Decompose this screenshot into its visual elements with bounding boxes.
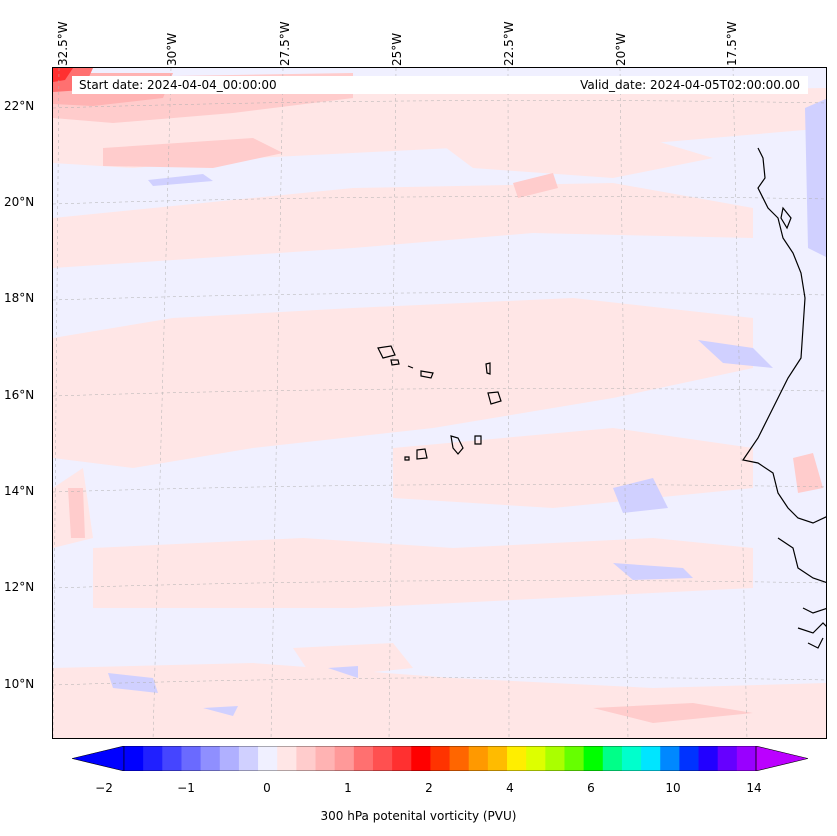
colorbar-segment: [353, 746, 374, 771]
colorbar-tick-label: 10: [665, 781, 681, 795]
graticule: [53, 68, 826, 738]
colorbar-label: 300 hPa potenital vorticity (PVU): [320, 809, 517, 823]
longitude-label: 22.5°W: [502, 21, 516, 66]
longitude-label: 27.5°W: [278, 21, 292, 66]
colorbar-segment: [468, 746, 489, 771]
colorbar-segment: [660, 746, 680, 771]
colorbar-segment: [641, 746, 661, 771]
colorbar-tick-label: 4: [506, 781, 514, 795]
colorbar-segment: [526, 746, 546, 771]
colorbar-segment: [200, 746, 221, 771]
latitude-label: 22°N: [4, 99, 35, 113]
colorbar-segment: [545, 746, 565, 771]
colorbar-segment: [124, 746, 144, 771]
colorbar-segment: [219, 746, 240, 771]
longitude-label: 20°W: [614, 32, 628, 66]
colorbar-under-arrow: [72, 746, 125, 771]
latitude-label: 14°N: [4, 484, 35, 498]
colorbar-tick-label: 1: [344, 781, 352, 795]
coastline: [377, 147, 826, 649]
colorbar-segment: [736, 746, 757, 771]
colorbar-over-arrow: [755, 746, 808, 771]
colorbar-segment: [334, 746, 355, 771]
colorbar-segment: [679, 746, 700, 771]
colorbar-segment: [583, 746, 604, 771]
latitude-label: 18°N: [4, 291, 35, 305]
colorbar: [72, 746, 808, 771]
colorbar-segment: [487, 746, 508, 771]
colorbar-segment: [143, 746, 163, 771]
colorbar-segment: [238, 746, 259, 771]
colorbar-tick-label: 0: [263, 781, 271, 795]
valid-date-text: Valid_date: 2024-04-05T02:00:00.00: [580, 78, 800, 92]
colorbar-segment: [296, 746, 317, 771]
colorbar-segment: [392, 746, 412, 771]
latitude-label: 20°N: [4, 195, 35, 209]
colorbar-tick-label: 2: [425, 781, 433, 795]
colorbar-segment: [430, 746, 451, 771]
longitude-label: 25°W: [390, 32, 404, 66]
colorbar-tick-label: 6: [587, 781, 595, 795]
colorbar-segment: [258, 746, 278, 771]
colorbar-segment: [411, 746, 431, 771]
date-banner: [72, 76, 808, 94]
colorbar-segment: [698, 746, 719, 771]
map-panel: [52, 67, 827, 739]
longitude-label: 30°W: [165, 32, 179, 66]
colorbar-segment: [507, 746, 527, 771]
colorbar-outline: [123, 746, 757, 771]
colorbar-segment: [449, 746, 470, 771]
pv-negative-contours: [108, 98, 826, 716]
colorbar-segment: [162, 746, 182, 771]
colorbar-segment: [181, 746, 202, 771]
start-date-text: Start date: 2024-04-04_00:00:00: [79, 78, 277, 92]
map-canvas: [53, 68, 826, 738]
colorbar-segment: [564, 746, 585, 771]
longitude-label: 17.5°W: [725, 21, 739, 66]
colorbar-segment: [621, 746, 642, 771]
colorbar-segment: [277, 746, 297, 771]
longitude-label: 32.5°W: [56, 21, 70, 66]
colorbar-segment: [717, 746, 738, 771]
latitude-label: 16°N: [4, 388, 35, 402]
colorbar-segment: [602, 746, 623, 771]
colorbar-tick-label: 14: [746, 781, 762, 795]
latitude-label: 12°N: [4, 580, 35, 594]
colorbar-tick-label: −1: [177, 781, 195, 795]
pv-contours: [53, 68, 826, 738]
colorbar-tick-label: −2: [95, 781, 113, 795]
colorbar-segment: [315, 746, 336, 771]
colorbar-segment: [372, 746, 393, 771]
latitude-label: 10°N: [4, 677, 35, 691]
